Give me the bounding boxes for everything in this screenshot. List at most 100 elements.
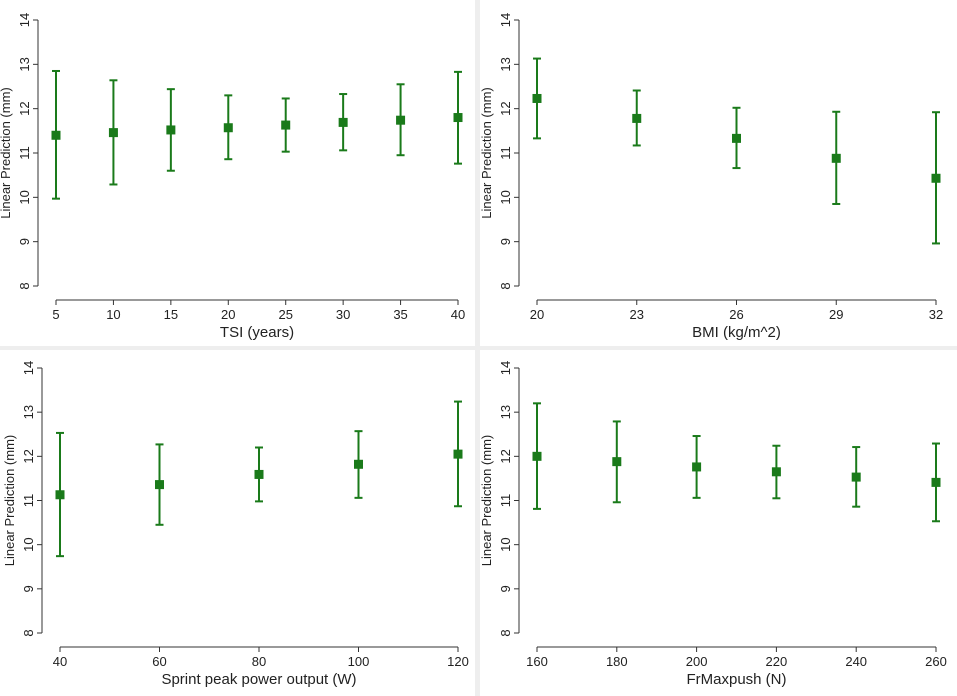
x-tick-label: 30 [336, 307, 350, 322]
x-tick-label: 260 [925, 654, 947, 669]
y-tick-label: 13 [17, 57, 32, 71]
x-tick-label: 240 [845, 654, 867, 669]
y-tick-label: 11 [498, 494, 513, 508]
axes: 8 9 10 11 12 13 14 40 60 80 100 120 Sprint peak powe… [2, 361, 469, 688]
x-tick-label: 60 [152, 654, 166, 669]
x-tick-label: 10 [106, 307, 120, 322]
axes: 8 9 10 11 12 13 14 160 180 200 220 240 260 FrMaxpush … [479, 361, 947, 688]
data-point [155, 480, 164, 490]
series-points [532, 402, 941, 523]
y-axis-title: Linear Prediction (mm) [0, 87, 13, 219]
y-tick-label: 14 [498, 361, 513, 375]
chart-panel-3: 8 9 10 11 12 13 14 40 60 80 100 120 Sprint peak powe… [0, 350, 475, 696]
y-tick-label: 11 [21, 494, 36, 508]
x-tick-label: 32 [929, 307, 943, 322]
y-tick-label: 11 [17, 146, 32, 160]
data-point [166, 125, 176, 135]
y-tick-label: 9 [498, 238, 513, 245]
x-tick-label: 20 [221, 307, 235, 322]
panel-background [480, 350, 957, 696]
y-tick-label: 8 [498, 282, 513, 289]
series-points [55, 400, 463, 558]
x-tick-label: 80 [252, 654, 266, 669]
x-tick-label: 26 [729, 307, 743, 322]
chart-panel-2: 8 9 10 11 12 13 14 20 23 26 29 32 BMI (kg/m^2) Linear… [479, 0, 957, 346]
data-point [223, 123, 233, 133]
y-tick-label: 8 [17, 282, 32, 289]
y-axis-title: Linear Prediction (mm) [479, 435, 494, 567]
x-tick-label: 160 [526, 654, 548, 669]
data-point [254, 469, 264, 479]
y-axis-title: Linear Prediction (mm) [2, 435, 17, 567]
x-tick-label: 15 [164, 307, 178, 322]
x-tick-label: 29 [829, 307, 843, 322]
chart-panel-4: 8 9 10 11 12 13 14 160 180 200 220 240 260 FrMaxpush … [479, 350, 957, 696]
data-point [851, 472, 861, 482]
data-point [732, 133, 741, 143]
y-tick-label: 13 [498, 57, 513, 71]
x-tick-label: 23 [630, 307, 644, 322]
y-tick-label: 8 [498, 629, 513, 636]
y-tick-label: 14 [498, 13, 513, 27]
x-tick-label: 20 [530, 307, 544, 322]
data-point [396, 115, 406, 125]
x-tick-label: 220 [766, 654, 788, 669]
x-tick-label: 100 [348, 654, 370, 669]
x-axis-title: FrMaxpush (N) [686, 671, 786, 688]
y-tick-label: 10 [498, 190, 513, 204]
y-tick-label: 9 [21, 585, 36, 592]
x-tick-label: 40 [53, 654, 67, 669]
x-axis-title: BMI (kg/m^2) [692, 324, 781, 341]
y-tick-label: 12 [498, 449, 513, 463]
data-point [453, 449, 463, 459]
x-tick-label: 120 [447, 654, 469, 669]
x-tick-label: 180 [606, 654, 628, 669]
chart-panel-1: 8 9 10 11 12 13 14 5 10 15 20 25 30 35 40 TSI (years) Li… [0, 0, 475, 346]
y-tick-label: 9 [17, 238, 32, 245]
data-point [281, 120, 291, 130]
data-point [532, 451, 542, 461]
x-tick-label: 40 [451, 307, 465, 322]
data-point [931, 173, 941, 183]
data-point [831, 153, 841, 163]
data-point [55, 490, 65, 500]
data-point [532, 93, 542, 103]
data-point [692, 462, 702, 472]
y-tick-label: 14 [17, 13, 32, 27]
x-tick-label: 25 [278, 307, 292, 322]
x-axis-title: Sprint peak power output (W) [161, 671, 356, 688]
y-tick-label: 8 [21, 629, 36, 636]
y-tick-label: 10 [17, 190, 32, 204]
y-axis-title: Linear Prediction (mm) [479, 87, 494, 219]
y-tick-label: 13 [498, 405, 513, 419]
data-point [354, 459, 363, 469]
x-axis-title: TSI (years) [220, 324, 294, 341]
data-point [51, 130, 61, 140]
y-tick-label: 14 [21, 361, 36, 375]
y-tick-label: 10 [498, 537, 513, 551]
data-point [108, 128, 118, 138]
series-points [532, 57, 941, 245]
data-point [453, 113, 463, 123]
data-point [771, 467, 781, 477]
data-point [632, 113, 642, 123]
data-point [612, 457, 622, 467]
x-tick-label: 200 [686, 654, 708, 669]
panel-background [0, 0, 475, 346]
panel-background [0, 350, 475, 696]
y-tick-label: 13 [21, 405, 36, 419]
axes: 8 9 10 11 12 13 14 20 23 26 29 32 BMI (kg/m^2) Linear… [479, 13, 943, 341]
data-point [338, 117, 348, 127]
axes: 8 9 10 11 12 13 14 5 10 15 20 25 30 35 40 TSI (years) Li… [0, 13, 465, 341]
y-tick-label: 9 [498, 585, 513, 592]
x-tick-label: 5 [52, 307, 59, 322]
y-tick-label: 11 [498, 146, 513, 160]
series-points [51, 69, 463, 200]
panel-background [480, 0, 957, 346]
y-tick-label: 10 [21, 537, 36, 551]
y-tick-label: 12 [17, 101, 32, 115]
x-tick-label: 35 [393, 307, 407, 322]
data-point [931, 477, 941, 487]
